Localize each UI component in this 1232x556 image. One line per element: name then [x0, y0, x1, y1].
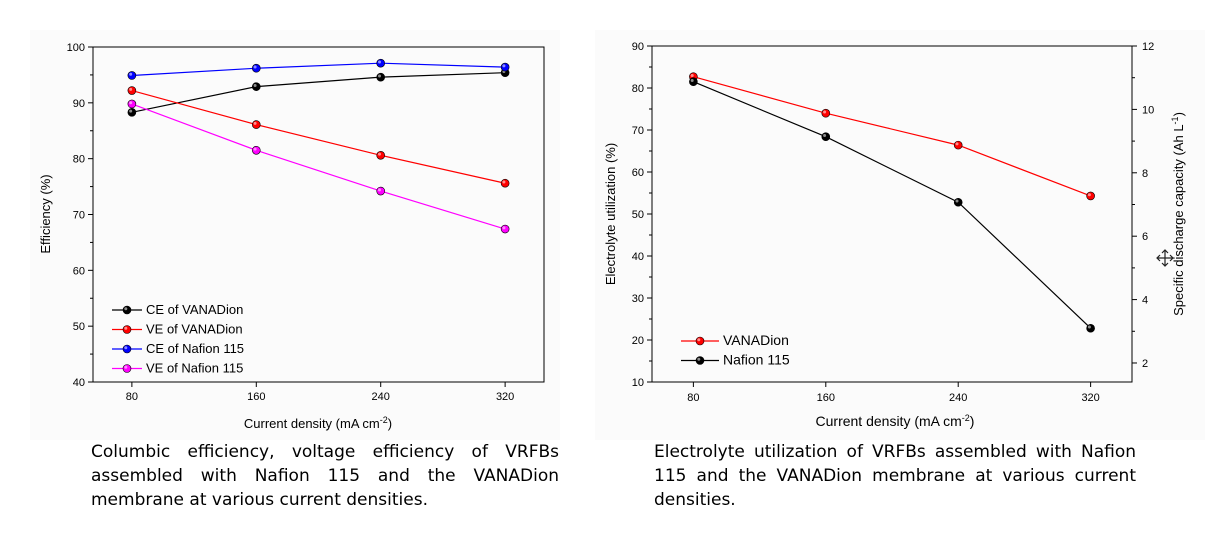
chart-background: [595, 30, 1205, 440]
data-point: [127, 108, 137, 117]
y-tick-label: 70: [632, 125, 644, 137]
chart-legend: CE of VANADion VE of VANADion CE of Nafion…: [112, 302, 244, 376]
data-point: [500, 224, 510, 234]
plot-frame: [651, 45, 1133, 383]
legend-entry: Nafion 115: [681, 352, 790, 368]
y-axis-label: Efficiency (%): [38, 174, 53, 253]
y-tick-label: 60: [73, 265, 85, 277]
legend-label: VANADion: [723, 332, 789, 348]
y2-tick-label: 12: [1142, 41, 1154, 53]
legend-entry: VANADion: [681, 332, 789, 348]
y-tick-label: 40: [632, 251, 644, 263]
series-line: [131, 103, 506, 230]
y-tick-label: 80: [73, 154, 85, 166]
y-tick-label: 70: [73, 210, 85, 222]
figure-caption-utilization: Electrolyte utilization of VRFBs assembl…: [654, 442, 1136, 510]
y2-tick-label: 2: [1142, 358, 1148, 370]
y2-axis-label: Specific discharge capacity (Ah L-1): [1170, 112, 1186, 316]
y2-tick-label: 4: [1142, 295, 1148, 307]
y-tick-label: 50: [632, 209, 644, 221]
series-line: [131, 62, 506, 77]
move-cursor-icon: [1156, 249, 1174, 267]
chart-background: [30, 30, 560, 440]
plot-frame: [92, 46, 545, 383]
series-line: [131, 89, 506, 184]
x-axis-label: Current density (mA cm-2): [244, 415, 392, 431]
y2-tick-label: 10: [1142, 104, 1154, 116]
figure-caption-efficiency: Columbic efficiency, voltage efficiency …: [91, 442, 559, 510]
data-point: [500, 178, 510, 188]
legend-label: VE of VANADion: [146, 322, 243, 337]
data-point: [376, 58, 386, 68]
y-tick-label: 60: [632, 167, 644, 179]
series-3: [127, 58, 510, 80]
legend-entry: VE of VANADion: [112, 322, 243, 337]
y-tick-label: 80: [632, 83, 644, 95]
data-point: [127, 86, 137, 95]
data-point: [500, 62, 510, 72]
y-tick-label: 20: [632, 335, 644, 347]
y2-tick-label: 8: [1142, 168, 1148, 180]
data-point: [127, 99, 137, 109]
legend-marker: [122, 305, 132, 315]
legend-marker: [122, 364, 132, 373]
legend-marker: [122, 344, 132, 354]
legend-label: CE of Nafion 115: [146, 341, 244, 356]
data-point: [251, 63, 261, 73]
data-point: [1086, 323, 1095, 333]
electrolyte-utilization-chart: 80 160 240 320 10 20 30 40 50 60 70 80 90 2 4 6 8 10 12 VA…: [595, 30, 1205, 440]
x-tick-label: 160: [247, 391, 265, 403]
data-point: [251, 82, 261, 91]
y-tick-label: 10: [632, 377, 644, 389]
x-tick-label: 240: [949, 392, 967, 404]
data-point: [376, 151, 386, 160]
efficiency-chart: 80 160 240 320 40 50 60 70 80 90 100 CE of VANADio…: [30, 30, 560, 440]
legend-label: CE of VANADion: [146, 302, 243, 317]
y-tick-label: 90: [632, 41, 644, 53]
y-axis-label: Electrolyte utilization (%): [603, 143, 618, 285]
data-point: [953, 140, 963, 150]
x-tick-label: 80: [687, 392, 699, 404]
data-point: [1086, 191, 1095, 201]
data-point: [689, 77, 698, 87]
data-point: [251, 120, 261, 129]
legend-label: Nafion 115: [723, 352, 790, 368]
chart-legend: VANADion Nafion 115: [681, 332, 790, 368]
y-tick-label: 30: [632, 293, 644, 305]
legend-entry: CE of Nafion 115: [112, 341, 244, 356]
x-tick-label: 320: [1081, 392, 1099, 404]
y-tick-label: 50: [73, 321, 85, 333]
x-tick-label: 240: [372, 391, 390, 403]
x-tick-label: 80: [126, 391, 138, 403]
legend-entry: VE of Nafion 115: [112, 361, 243, 376]
legend-marker: [122, 325, 132, 334]
legend-marker: [695, 356, 705, 365]
data-point: [376, 186, 386, 196]
data-point: [953, 197, 963, 207]
y-tick-label: 100: [67, 42, 85, 54]
data-point: [821, 132, 831, 142]
series-2: [127, 86, 510, 188]
series-line: [131, 72, 506, 113]
y2-tick-label: 6: [1142, 231, 1148, 243]
y-tick-label: 40: [73, 377, 85, 389]
x-axis-label: Current density (mA cm-2): [816, 413, 975, 429]
x-tick-label: 160: [817, 392, 835, 404]
series-line: [693, 76, 1091, 197]
y-tick-label: 90: [73, 98, 85, 110]
legend-entry: CE of VANADion: [112, 302, 243, 317]
data-point: [127, 71, 137, 80]
x-tick-label: 320: [496, 391, 514, 403]
data-point: [376, 72, 386, 82]
series-line: [693, 81, 1092, 329]
data-point: [821, 108, 831, 118]
series-2: [689, 77, 1095, 333]
legend-marker: [695, 336, 705, 346]
series-4: [127, 99, 510, 234]
data-point: [251, 145, 261, 155]
series-1: [689, 72, 1095, 201]
legend-label: VE of Nafion 115: [146, 361, 243, 376]
